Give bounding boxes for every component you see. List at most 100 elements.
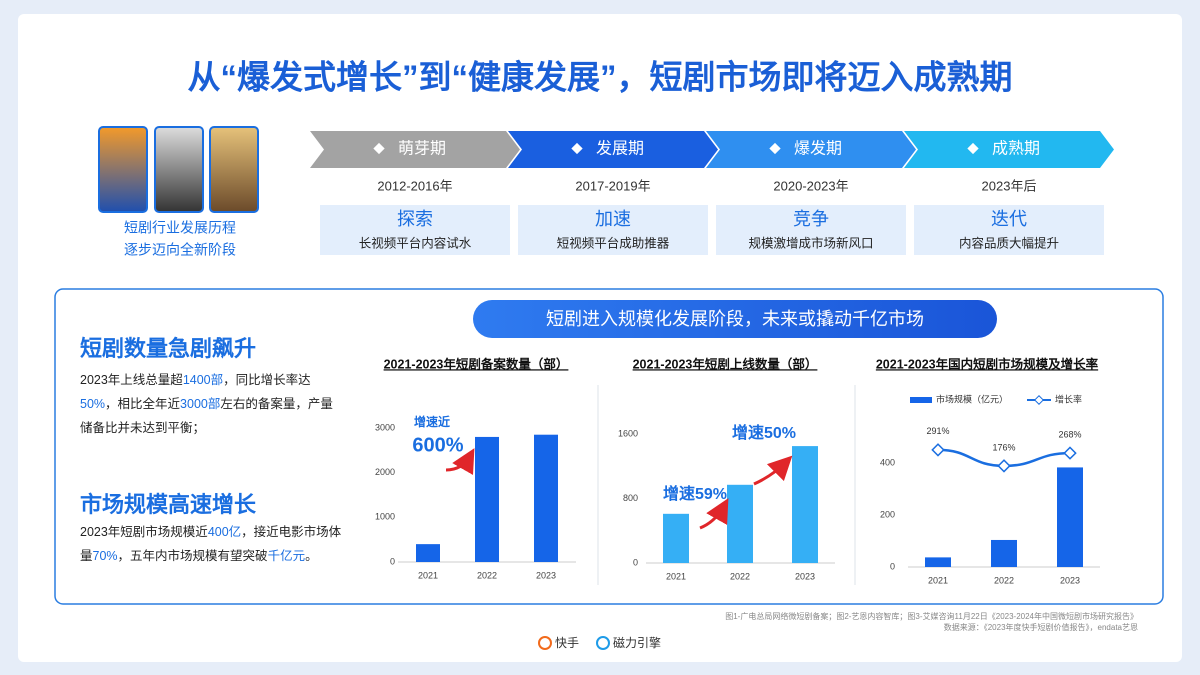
phase-name: 成熟期 (992, 140, 1040, 158)
highlight-text: 1400部 (182, 373, 224, 387)
banner (473, 300, 997, 338)
y-tick-label: 0 (633, 557, 638, 567)
phase-box (320, 205, 510, 255)
y-tick-label: 1000 (375, 512, 395, 522)
logo-text: 磁力引擎 (613, 635, 661, 650)
point-text: 2023年上线总量超1400部，同比增长率达 50%，相比全年近3000部左右的备… (80, 368, 342, 440)
annotation: 600% (412, 434, 463, 456)
highlight-text: 400亿 (207, 525, 242, 539)
x-tick-label: 2021 (928, 575, 948, 585)
logo-text: 快手 (555, 636, 579, 650)
growth-arrow (445, 448, 475, 475)
phase-diamond (769, 142, 781, 155)
text-segment: ，接近电影市场体量 (80, 525, 342, 563)
phase-years: 2023年后 (982, 178, 1037, 193)
footnote: 数据来源：《2023年度快手短剧价值报告》，endata艺恩 (944, 622, 1138, 632)
phase-diamond (571, 142, 583, 155)
phase-keyword: 竞争 (793, 209, 829, 229)
chart-title: 2021-2023年短剧备案数量（部） (384, 356, 569, 371)
x-tick-label: 2022 (730, 571, 750, 581)
phase-keyword: 加速 (595, 209, 631, 229)
point-text: 2023年短剧市场规模近400亿，接近电影市场体量70%，五年内市场规模有望突破… (80, 520, 342, 568)
legend-label: 增长率 (1055, 393, 1082, 404)
x-tick-label: 2022 (477, 570, 497, 580)
text-segment: 2023年短剧市场规模近 (80, 525, 208, 539)
content-box (54, 288, 1164, 605)
growth-point (1063, 446, 1077, 460)
phase-desc: 规模激增成市场新风口 (748, 235, 873, 250)
text-segment: 左右的备案量，产量储备比并未达到平衡； (80, 397, 333, 435)
text-segment: ，五年内市场规模有望突破 (117, 549, 268, 563)
bar (792, 446, 818, 563)
y-tick-label: 0 (890, 561, 895, 571)
x-tick-label: 2023 (1060, 575, 1080, 585)
x-tick-label: 2021 (418, 570, 438, 580)
point-heading: 短剧数量急剧飙升 (80, 336, 257, 361)
phase-box (914, 205, 1104, 255)
highlight-text: 3000部 (180, 397, 221, 411)
x-tick-label: 2023 (795, 571, 815, 581)
phase-desc: 内容品质大幅提升 (959, 235, 1059, 250)
chart-title: 2021-2023年国内短剧市场规模及增长率 (876, 356, 1099, 371)
annotation: 增速50% (732, 423, 796, 442)
annotation: 增速59% (663, 484, 727, 503)
y-tick-label: 200 (880, 509, 895, 519)
y-tick-label: 3000 (375, 422, 395, 432)
data-label: 176% (992, 442, 1015, 452)
intro-caption: 短剧行业发展历程 (124, 220, 236, 236)
y-tick-label: 2000 (375, 467, 395, 477)
bar (991, 539, 1017, 567)
footnote: 图1-广电总局网络微短剧备案；图2-艺恩内容智库；图3-艾媒咨询11月22日《2… (725, 611, 1138, 621)
phase-name: 萌芽期 (398, 140, 446, 158)
phase-name: 发展期 (596, 140, 644, 158)
growth-point (997, 459, 1011, 473)
phase-years: 2020-2023年 (773, 178, 848, 193)
phase-diamond (967, 142, 979, 155)
intro-caption: 逐步迈向全新阶段 (124, 242, 236, 258)
poster (209, 126, 259, 213)
phase-box (716, 205, 906, 255)
text-segment: ，同比增长率达 (223, 373, 311, 387)
phase-years: 2017-2019年 (575, 178, 650, 193)
phase-desc: 短视频平台成助推器 (557, 235, 670, 250)
growth-arrow (699, 498, 729, 530)
text-segment: 2023年上线总量超 (80, 373, 183, 387)
phase-years: 2012-2016年 (377, 178, 452, 193)
legend-label: 市场规模（亿元） (936, 393, 1008, 404)
y-tick-label: 0 (390, 556, 395, 566)
x-tick-label: 2022 (994, 575, 1014, 585)
phase-box (518, 205, 708, 255)
growth-arrow (753, 455, 793, 486)
bar (475, 436, 499, 562)
y-tick-label: 800 (623, 493, 638, 503)
phase-name: 爆发期 (794, 139, 842, 158)
phase-arrow (508, 131, 718, 168)
phase-keyword: 探索 (397, 209, 433, 229)
annotation: 增速近 (414, 414, 450, 429)
growth-point (931, 443, 945, 457)
poster (154, 126, 204, 213)
highlight-text: 70% (92, 549, 118, 563)
phase-diamond (373, 142, 385, 155)
x-tick-label: 2021 (666, 571, 686, 581)
bar (925, 557, 951, 567)
phase-desc: 长视频平台内容试水 (359, 235, 472, 250)
y-tick-label: 400 (880, 457, 895, 467)
phase-keyword: 迭代 (991, 209, 1027, 229)
phase-arrow (706, 131, 916, 168)
x-tick-label: 2023 (536, 570, 556, 580)
data-label: 291% (926, 426, 949, 436)
y-tick-label: 1600 (618, 428, 638, 438)
text-segment: ，相比全年近 (105, 397, 181, 411)
highlight-text: 50% (80, 397, 106, 411)
legend-swatch (1034, 395, 1044, 405)
bar (416, 544, 440, 562)
bar (534, 434, 558, 562)
phase-arrow (904, 131, 1114, 168)
text-segment: 。 (305, 549, 318, 563)
logo-icon (596, 636, 610, 650)
bar (1057, 467, 1083, 567)
slide-title: 从“爆发式增长”到“健康发展”，短剧市场即将迈入成熟期 (188, 59, 1013, 96)
